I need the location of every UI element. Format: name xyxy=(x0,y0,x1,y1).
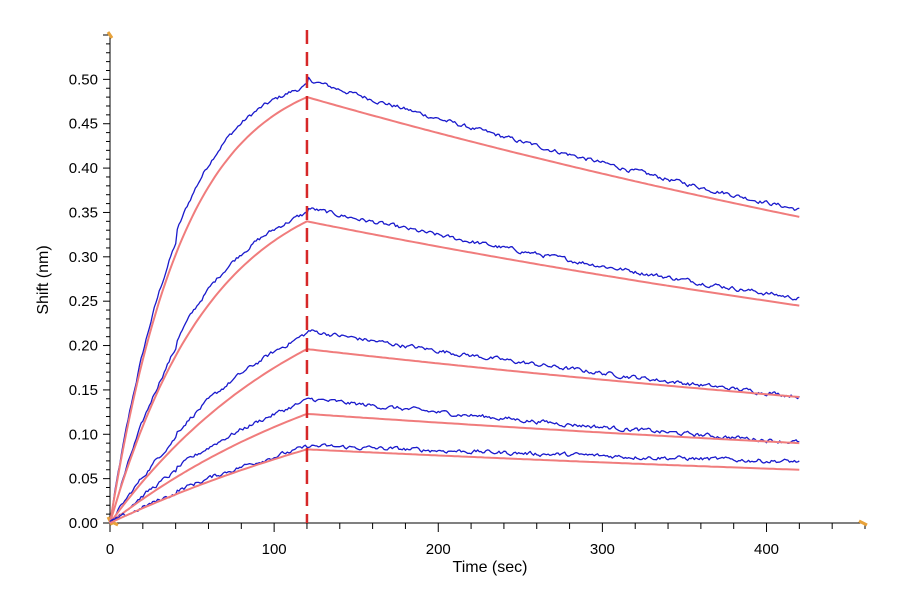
y-tick-label: 0.25 xyxy=(69,293,98,310)
y-tick-label: 0.15 xyxy=(69,382,98,399)
y-tick-label: 0.10 xyxy=(69,426,98,443)
measured-curve xyxy=(109,443,800,523)
y-tick-label: 0.50 xyxy=(69,71,98,88)
y-axis-title: Shift (nm) xyxy=(35,245,52,314)
x-tick-label: 100 xyxy=(262,541,287,558)
fit-curve xyxy=(109,220,800,524)
x-tick-label: 300 xyxy=(590,541,615,558)
x-ticks: 0 100 200 300 400 xyxy=(106,523,866,558)
x-axis-title: Time (sec) xyxy=(453,559,528,576)
fit-curve xyxy=(109,448,800,524)
y-tick-label: 0.45 xyxy=(69,116,98,133)
fit-curve xyxy=(109,348,800,524)
y-tick-label: 0.40 xyxy=(69,160,98,177)
y-tick-label: 0.20 xyxy=(69,338,98,355)
y-tick-label: 0.35 xyxy=(69,204,98,221)
axes: 0.00 0.05 0.10 0.15 0.20 0.25 0.30 0.35 0.40 0.45… xyxy=(69,31,868,558)
fit-curve xyxy=(109,96,800,524)
y-ticks: 0.00 0.05 0.10 0.15 0.20 0.25 0.30 0.35 0.40 0.45… xyxy=(69,34,110,532)
axis-corner-mark xyxy=(858,519,868,527)
measured-curve xyxy=(109,76,800,523)
measured-curve xyxy=(109,329,800,523)
x-tick-label: 0 xyxy=(106,541,114,558)
y-tick-label: 0.05 xyxy=(69,471,98,488)
x-tick-label: 200 xyxy=(426,541,451,558)
axis-corner-mark xyxy=(106,31,114,39)
measured-curve xyxy=(109,397,800,523)
y-tick-label: 0.00 xyxy=(69,515,98,532)
fit-curve xyxy=(109,412,800,524)
series-layer xyxy=(109,76,800,524)
x-tick-label: 400 xyxy=(754,541,779,558)
measured-curve xyxy=(109,207,800,522)
y-tick-label: 0.30 xyxy=(69,249,98,266)
